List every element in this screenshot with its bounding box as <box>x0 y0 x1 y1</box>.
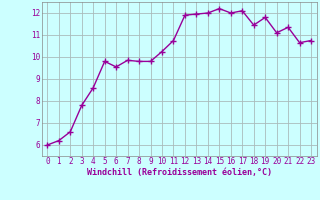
X-axis label: Windchill (Refroidissement éolien,°C): Windchill (Refroidissement éolien,°C) <box>87 168 272 177</box>
